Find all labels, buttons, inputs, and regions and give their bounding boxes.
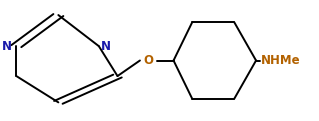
Text: N: N (2, 40, 12, 53)
Text: O: O (144, 54, 154, 67)
Text: NHMe: NHMe (260, 54, 300, 67)
Text: N: N (100, 40, 110, 53)
